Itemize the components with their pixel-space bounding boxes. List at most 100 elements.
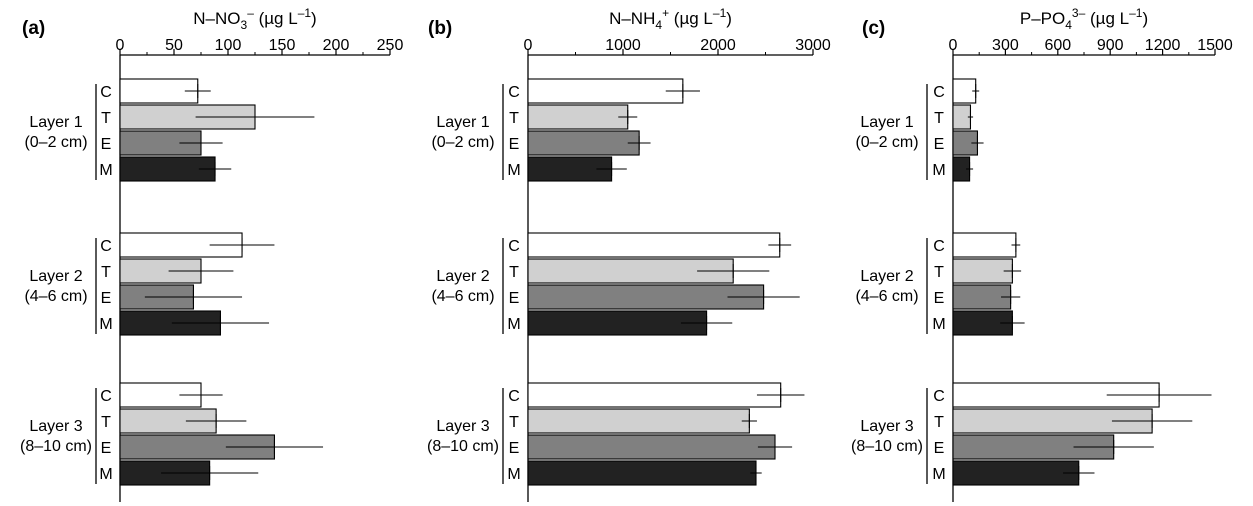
treatment-label: E: [934, 290, 945, 307]
layer-range: (4–6 cm): [24, 288, 87, 305]
layer-name: Layer 3: [29, 418, 82, 435]
layer-range: (4–6 cm): [855, 288, 918, 305]
treatment-label: E: [101, 440, 112, 457]
treatment-label: C: [508, 388, 520, 405]
x-tick-label: 900: [1097, 37, 1124, 54]
layer-name: Layer 1: [29, 114, 82, 131]
treatment-label: T: [509, 414, 519, 431]
panel-1: (a) N–NO3– (µg L–1) 0 50 100 150 200 250 Layer 1…: [20, 6, 403, 502]
x-tick-label: 0: [524, 37, 533, 54]
treatment-label: M: [507, 316, 520, 333]
treatment-label: E: [509, 136, 520, 153]
axis-title-part: (µg L: [669, 9, 713, 28]
treatment-label: T: [101, 264, 111, 281]
panel-3: (c) P–PO43– (µg L–1) 0 300 600 900 1200 1500 Lay…: [851, 6, 1233, 502]
treatment-label: M: [932, 466, 945, 483]
x-axis-title: N–NH4+ (µg L–1): [609, 6, 732, 32]
x-tick-label: 600: [1044, 37, 1071, 54]
axis-title-part: N–NH: [609, 9, 655, 28]
layer-name: Layer 3: [860, 418, 913, 435]
x-axis-title: P–PO43– (µg L–1): [1020, 6, 1148, 32]
x-tick-label: 1000: [605, 37, 641, 54]
treatment-label: T: [934, 414, 944, 431]
treatment-label: T: [509, 110, 519, 127]
layer-range: (0–2 cm): [855, 134, 918, 151]
treatment-label: M: [507, 162, 520, 179]
layer-name: Layer 3: [436, 418, 489, 435]
layer-range: (8–10 cm): [851, 438, 923, 455]
bar: [952, 258, 1013, 284]
layer-range: (0–2 cm): [431, 134, 494, 151]
treatment-label: T: [934, 110, 944, 127]
axis-title-part: –1: [1129, 6, 1143, 20]
x-tick-label: 250: [377, 37, 404, 54]
layer-name: Layer 2: [29, 268, 82, 285]
treatment-label: C: [100, 238, 112, 255]
panel-label: (c): [862, 18, 885, 39]
bar: [527, 284, 765, 310]
layer-range: (4–6 cm): [431, 288, 494, 305]
x-tick-label: 2000: [700, 37, 736, 54]
axis-title-part: 3: [241, 18, 248, 32]
axis-title-part: –1: [713, 6, 727, 20]
x-tick-label: 100: [215, 37, 242, 54]
treatment-label: C: [508, 238, 520, 255]
treatment-label: E: [934, 440, 945, 457]
bar: [952, 232, 1017, 258]
x-axis-title: N–NO3– (µg L–1): [193, 6, 316, 32]
treatment-label: C: [100, 388, 112, 405]
treatment-label: E: [101, 136, 112, 153]
treatment-label: T: [101, 110, 111, 127]
bar: [527, 460, 757, 486]
x-tick-label: 1500: [1197, 37, 1233, 54]
layer-name: Layer 1: [436, 114, 489, 131]
layer-name: Layer 2: [436, 268, 489, 285]
treatment-label: C: [100, 84, 112, 101]
treatment-label: T: [101, 414, 111, 431]
treatment-label: M: [932, 316, 945, 333]
treatment-label: M: [932, 162, 945, 179]
axis-title-part: N–NO: [193, 9, 240, 28]
axis-title-part: (µg L: [254, 9, 298, 28]
panel-label: (a): [22, 18, 45, 39]
x-tick-label: 0: [949, 37, 958, 54]
axis-title-part: P–PO: [1020, 9, 1065, 28]
bar: [527, 434, 776, 460]
layer-range: (8–10 cm): [427, 438, 499, 455]
treatment-label: E: [509, 290, 520, 307]
bar: [527, 78, 684, 104]
axis-title-part: 4: [655, 18, 662, 32]
treatment-label: E: [101, 290, 112, 307]
bar: [952, 382, 1160, 408]
x-tick-label: 0: [116, 37, 125, 54]
x-tick-label: 1200: [1145, 37, 1181, 54]
x-tick-label: 200: [323, 37, 350, 54]
x-tick-label: 150: [269, 37, 296, 54]
layer-name: Layer 1: [860, 114, 913, 131]
axis-title-part: ): [311, 9, 317, 28]
panel-label: (b): [428, 18, 452, 39]
bar: [527, 232, 781, 258]
axis-title-part: +: [662, 6, 669, 20]
axis-title-part: 3–: [1072, 6, 1086, 20]
bar: [952, 460, 1080, 486]
panel-2: (b) N–NH4+ (µg L–1) 0 1000 2000 3000 Layer 1 (0…: [427, 6, 831, 502]
bar: [527, 130, 640, 156]
x-tick-label: 50: [165, 37, 183, 54]
treatment-label: C: [933, 388, 945, 405]
treatment-label: M: [99, 162, 112, 179]
x-tick-label: 3000: [795, 37, 831, 54]
treatment-label: C: [933, 84, 945, 101]
layer-range: (0–2 cm): [24, 134, 87, 151]
layer-name: Layer 2: [860, 268, 913, 285]
treatment-label: M: [99, 466, 112, 483]
axis-title-part: –1: [298, 6, 312, 20]
treatment-label: T: [509, 264, 519, 281]
axis-title-part: –: [247, 6, 254, 20]
layer-range: (8–10 cm): [20, 438, 92, 455]
treatment-label: C: [508, 84, 520, 101]
x-tick-label: 300: [992, 37, 1019, 54]
bar: [527, 310, 708, 336]
